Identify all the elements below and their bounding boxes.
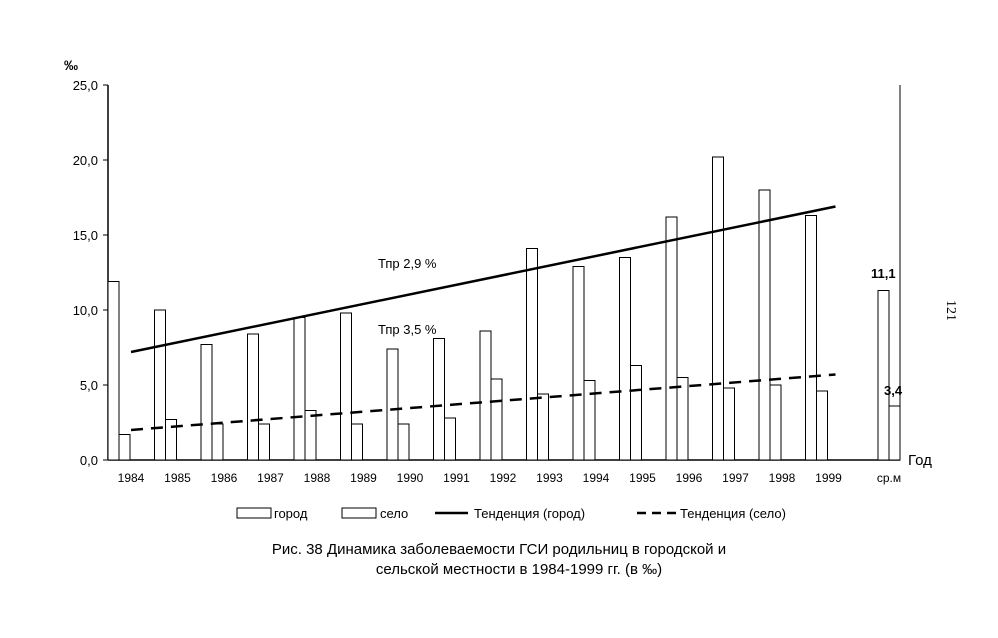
legend-label-city: город xyxy=(274,506,308,521)
x-tick-label: 1985 xyxy=(164,471,191,485)
legend-label-village: село xyxy=(380,506,408,521)
bars xyxy=(107,156,901,461)
bar-city xyxy=(293,317,306,461)
x-tick-label: 1997 xyxy=(722,471,749,485)
bar-city xyxy=(526,248,538,461)
bar-village xyxy=(351,423,363,461)
bar-village xyxy=(630,365,642,461)
page-number: 121 xyxy=(943,300,958,321)
bar-city xyxy=(433,338,445,461)
bar-village xyxy=(118,434,131,461)
x-tick-label: 1995 xyxy=(629,471,656,485)
figure-caption: Рис. 38 Динамика заболеваемости ГСИ роди… xyxy=(0,540,998,580)
x-tick-label: 1994 xyxy=(583,471,610,485)
legend-label-trend-village: Тенденция (село) xyxy=(680,506,786,521)
trend-city-annotation: Тпр 2,9 % xyxy=(378,256,437,271)
x-tick-label: 1991 xyxy=(443,471,470,485)
bar-village xyxy=(211,423,224,461)
legend-swatch-city xyxy=(236,507,272,519)
y-unit-label: ‰ xyxy=(64,57,78,73)
bar-village xyxy=(888,405,901,461)
y-tick-label: 10,0 xyxy=(73,303,98,318)
bar-city xyxy=(340,312,352,461)
trend-village-annotation: Тпр 3,5 % xyxy=(378,322,437,337)
x-tick-label: 1992 xyxy=(490,471,517,485)
x-tick-label: 1990 xyxy=(397,471,424,485)
y-tick-label: 5,0 xyxy=(80,378,98,393)
bar-city xyxy=(758,189,771,461)
x-tick-label: 1986 xyxy=(211,471,238,485)
caption-line-1: Рис. 38 Динамика заболеваемости ГСИ роди… xyxy=(271,541,727,558)
x-axis-label: Год xyxy=(908,452,932,469)
y-tick-label: 0,0 xyxy=(80,453,98,468)
x-tick-label: 1987 xyxy=(257,471,284,485)
trend-line-city xyxy=(130,205,836,354)
bar-village xyxy=(769,384,782,461)
trend-lines xyxy=(130,205,836,432)
mean-city-label: 11,1 xyxy=(871,266,896,281)
y-tick-label: 15,0 xyxy=(73,228,98,243)
bar-city xyxy=(200,344,213,461)
trend-line-village xyxy=(130,373,836,432)
legend: город село Тенденция (город) Тенденция (… xyxy=(236,506,786,521)
bar-city xyxy=(572,266,585,461)
x-tick-label: ср.м xyxy=(877,471,901,485)
x-tick-label: 1996 xyxy=(676,471,703,485)
bar-village xyxy=(676,377,689,461)
y-tick-label: 20,0 xyxy=(73,153,98,168)
bar-city xyxy=(877,290,890,461)
legend-swatch-village xyxy=(341,507,377,519)
bar-city xyxy=(247,333,259,461)
bar-city xyxy=(479,330,492,461)
bar-village xyxy=(723,387,735,461)
x-tick-label: 1993 xyxy=(536,471,563,485)
bar-city xyxy=(619,257,631,461)
x-tick-label: 1998 xyxy=(769,471,796,485)
bar-city xyxy=(386,348,399,461)
caption-line-2: сельской местности в 1984-1999 гг. (в ‰) xyxy=(375,561,663,578)
bar-city xyxy=(712,156,724,461)
bar-village xyxy=(304,410,317,461)
bar-village xyxy=(490,378,503,461)
bar-village xyxy=(258,423,270,461)
bar-village xyxy=(165,419,177,461)
x-axis-ticks: 1984 1985 1986 1987 1988 1989 1990 1991 1992 1993… xyxy=(118,471,901,485)
bar-city xyxy=(154,309,166,461)
x-tick-label: 1988 xyxy=(304,471,331,485)
y-axis-ticks: 0,0 5,0 10,0 15,0 20,0 25,0 xyxy=(73,78,108,468)
bar-village xyxy=(444,417,456,461)
bar-village xyxy=(583,380,596,461)
bar-village xyxy=(397,423,410,461)
bar-city xyxy=(665,216,678,461)
mean-village-label: 3,4 xyxy=(884,383,903,398)
bar-village xyxy=(537,393,549,461)
y-tick-label: 25,0 xyxy=(73,78,98,93)
bar-city xyxy=(805,215,817,461)
bar-village xyxy=(816,390,828,461)
x-tick-label: 1984 xyxy=(118,471,145,485)
x-tick-label: 1989 xyxy=(350,471,377,485)
bar-city xyxy=(107,281,120,461)
legend-label-trend-city: Тенденция (город) xyxy=(474,506,585,521)
x-tick-label: 1999 xyxy=(815,471,842,485)
